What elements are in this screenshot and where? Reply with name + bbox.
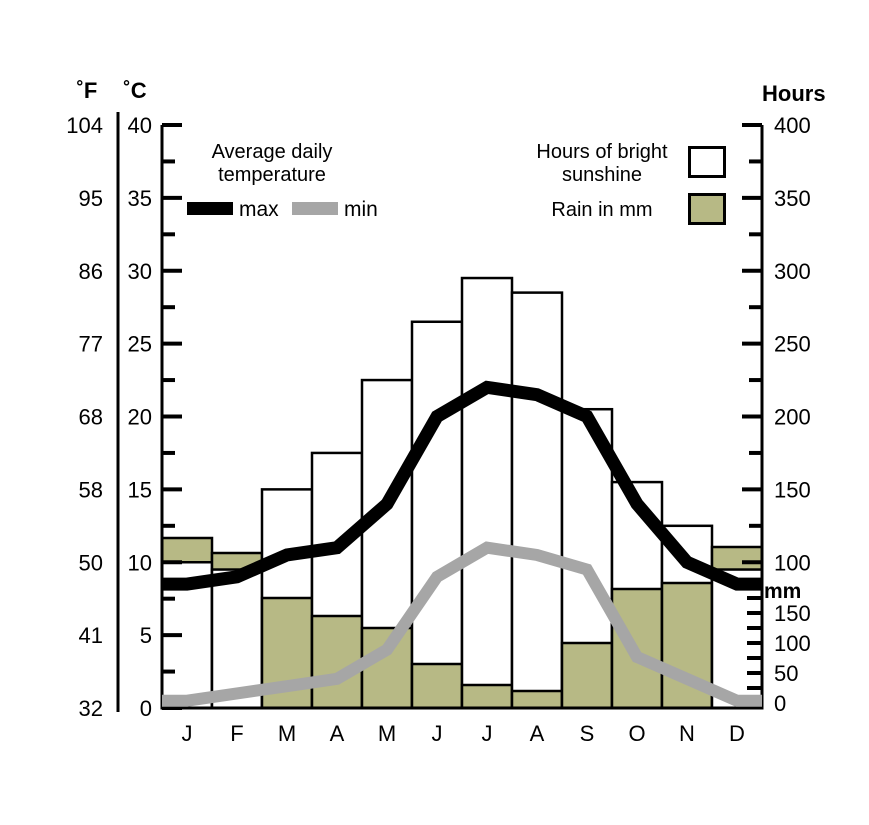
month-label: A — [530, 721, 545, 746]
fahrenheit-tick-label: 58 — [79, 477, 103, 502]
month-label: M — [278, 721, 296, 746]
min-temp-line — [162, 541, 762, 707]
hours-tick-label: 400 — [774, 113, 811, 138]
mm-tick-label: 150 — [774, 601, 811, 626]
sunshine-legend-title: Hours of bright sunshine — [497, 141, 707, 187]
hours-tick-label: 150 — [774, 477, 811, 502]
celsius-tick-label: 5 — [140, 623, 152, 648]
temperature-legend-title: Average daily temperature — [167, 141, 377, 187]
sunshine-legend-line1: Hours of bright — [536, 141, 668, 163]
celsius-tick-label: 35 — [128, 186, 152, 211]
fahrenheit-tick-label: 68 — [79, 405, 103, 430]
axis-labels: 40 104 35 95 30 86 25 77 20 68 15 58 10 50 5 41 0 32 400 35… — [66, 113, 810, 746]
sunshine-bar-swatch — [688, 146, 726, 178]
fahrenheit-tick-label: 86 — [79, 259, 103, 284]
celsius-tick-label: 30 — [128, 259, 152, 284]
month-label: J — [482, 721, 493, 746]
fahrenheit-tick-label: 95 — [79, 186, 103, 211]
celsius-tick-label: 40 — [128, 113, 152, 138]
month-label: J — [432, 721, 443, 746]
month-label: M — [378, 721, 396, 746]
month-label: N — [679, 721, 695, 746]
hours-tick-label: 250 — [774, 332, 811, 357]
max-temp-line — [162, 380, 762, 591]
hours-tick-label: 300 — [774, 259, 811, 284]
rain-bar — [410, 662, 464, 710]
axes — [116, 112, 764, 712]
mm-tick-label: 50 — [774, 661, 798, 686]
temperature-legend-line2: temperature — [218, 164, 326, 186]
celsius-tick-label: 25 — [128, 332, 152, 357]
bars — [160, 276, 764, 710]
mm-axis-title: mm — [764, 580, 802, 603]
month-label: D — [729, 721, 745, 746]
fahrenheit-tick-label: 104 — [66, 113, 103, 138]
hours-tick-label: 350 — [774, 186, 811, 211]
rain-legend-label: Rain in mm — [551, 199, 653, 221]
sunshine-bar — [510, 291, 564, 710]
sunshine-bar — [410, 320, 464, 710]
sunshine-legend-line2: sunshine — [561, 164, 643, 186]
hours-tick-label: 100 — [774, 550, 811, 575]
temperature-legend-line1: Average daily — [211, 141, 333, 163]
rain-bar — [560, 641, 614, 710]
celsius-tick-label: 0 — [140, 696, 152, 721]
mm-tick-label: 100 — [774, 631, 811, 656]
celsius-tick-label: 15 — [128, 477, 152, 502]
rain-bar-swatch — [688, 193, 726, 225]
hours-axis-title: Hours — [762, 81, 826, 106]
hours-tick-label: 200 — [774, 405, 811, 430]
month-label: O — [628, 721, 645, 746]
month-label: J — [182, 721, 193, 746]
month-label: F — [230, 721, 243, 746]
max-legend-label: max — [239, 198, 279, 221]
mm-tick-label: 0 — [774, 691, 786, 716]
fahrenheit-axis-title: ˚F — [76, 78, 98, 103]
celsius-axis-title: ˚C — [123, 78, 147, 103]
rain-bar — [310, 614, 364, 710]
max-line-swatch — [187, 202, 233, 215]
month-label: S — [580, 721, 595, 746]
sunshine-bar — [460, 276, 514, 710]
sunshine-bar — [710, 568, 764, 710]
fahrenheit-tick-label: 50 — [79, 550, 103, 575]
rain-bar — [460, 683, 514, 710]
celsius-tick-label: 10 — [128, 550, 152, 575]
fahrenheit-tick-label: 41 — [79, 623, 103, 648]
celsius-tick-label: 20 — [128, 405, 152, 430]
fahrenheit-tick-label: 32 — [79, 696, 103, 721]
fahrenheit-tick-label: 77 — [79, 332, 103, 357]
rain-bar — [510, 689, 564, 710]
month-label: A — [330, 721, 345, 746]
min-line-swatch — [292, 202, 338, 215]
min-legend-label: min — [344, 198, 378, 221]
